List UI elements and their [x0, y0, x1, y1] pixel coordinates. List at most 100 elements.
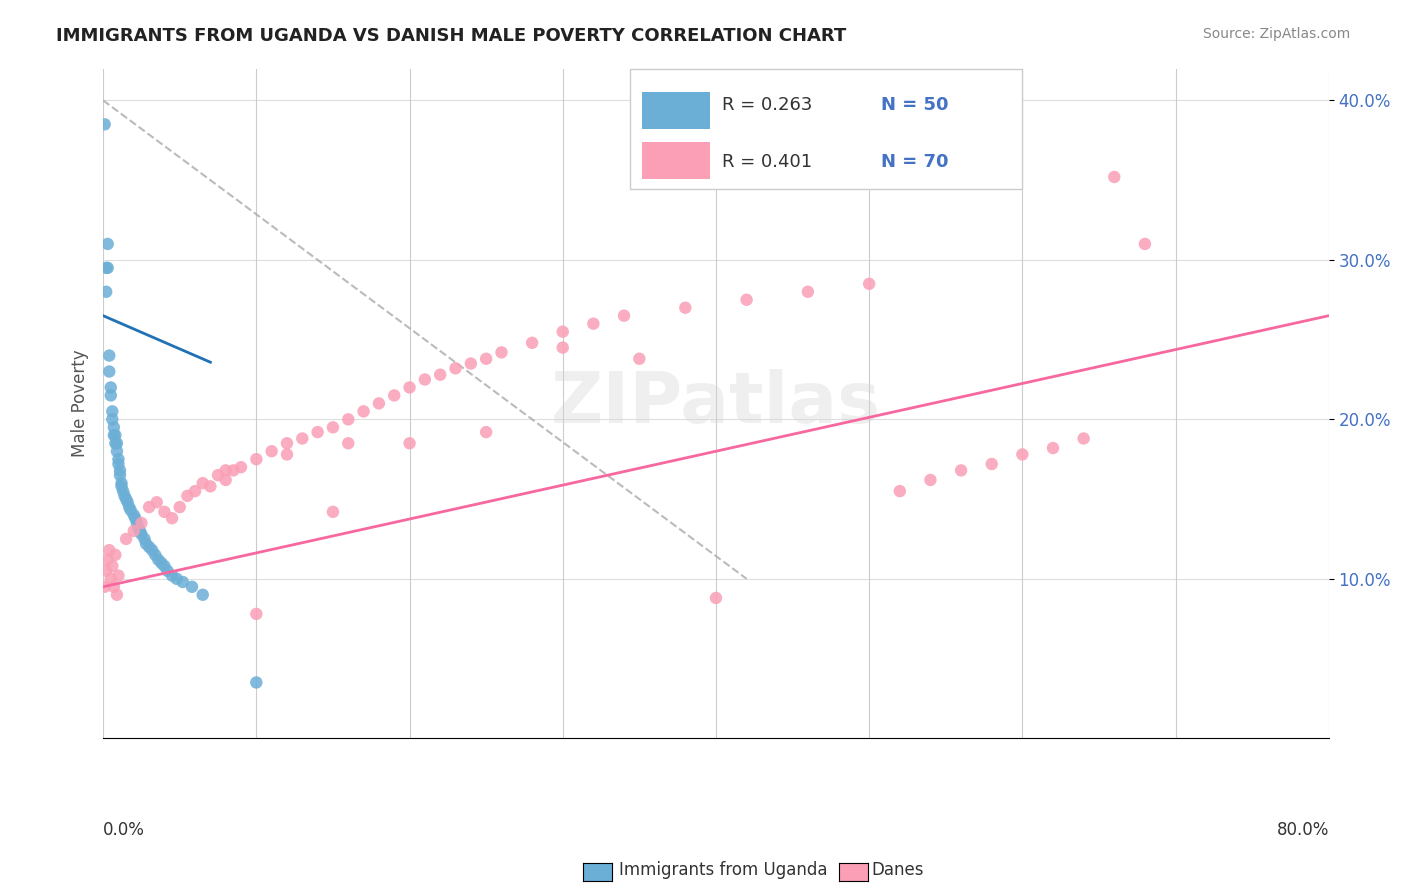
Point: [97, 236, 120, 251]
Point: [96, 564, 118, 578]
Point: [1011, 447, 1033, 461]
Point: [950, 463, 973, 477]
Point: [520, 335, 543, 350]
Point: [153, 505, 176, 519]
Point: [98, 364, 121, 378]
Point: [122, 524, 145, 538]
Point: [93, 117, 115, 131]
Point: [115, 492, 138, 507]
Point: [103, 420, 125, 434]
Point: [858, 277, 880, 291]
Point: [704, 591, 727, 605]
Point: [551, 325, 574, 339]
Text: R = 0.263: R = 0.263: [723, 96, 813, 114]
FancyBboxPatch shape: [643, 92, 710, 128]
Point: [117, 495, 139, 509]
Point: [108, 468, 131, 483]
Y-axis label: Male Poverty: Male Poverty: [72, 350, 89, 458]
Text: Source: ZipAtlas.com: Source: ZipAtlas.com: [1202, 27, 1350, 41]
Point: [245, 675, 267, 690]
Point: [112, 484, 135, 499]
Point: [276, 436, 298, 450]
Point: [207, 468, 229, 483]
Point: [460, 357, 482, 371]
Point: [100, 388, 122, 402]
Point: [110, 476, 132, 491]
Point: [367, 396, 389, 410]
Point: [429, 368, 451, 382]
Point: [735, 293, 758, 307]
Point: [337, 412, 360, 426]
Text: IMMIGRANTS FROM UGANDA VS DANISH MALE POVERTY CORRELATION CHART: IMMIGRANTS FROM UGANDA VS DANISH MALE PO…: [56, 27, 846, 45]
Point: [138, 540, 160, 554]
Point: [107, 452, 129, 467]
Point: [100, 572, 122, 586]
Text: Danes: Danes: [872, 861, 924, 879]
Point: [122, 508, 145, 522]
Point: [107, 568, 129, 582]
Point: [127, 521, 149, 535]
Point: [307, 425, 329, 439]
Point: [131, 527, 153, 541]
FancyBboxPatch shape: [643, 142, 710, 179]
Point: [222, 463, 245, 477]
Text: ZIPatlas: ZIPatlas: [551, 369, 882, 438]
Point: [104, 428, 127, 442]
Text: N = 50: N = 50: [882, 96, 949, 114]
Point: [104, 436, 127, 450]
Point: [153, 559, 176, 574]
Point: [160, 568, 183, 582]
Point: [166, 572, 188, 586]
Point: [93, 580, 115, 594]
Point: [382, 388, 405, 402]
Point: [176, 489, 198, 503]
Point: [103, 580, 125, 594]
Point: [191, 588, 214, 602]
Point: [105, 444, 128, 458]
Point: [245, 452, 267, 467]
Point: [797, 285, 820, 299]
Point: [172, 574, 194, 589]
Text: Immigrants from Uganda: Immigrants from Uganda: [619, 861, 827, 879]
Point: [124, 511, 146, 525]
Point: [413, 372, 436, 386]
Point: [1133, 236, 1156, 251]
Point: [889, 484, 911, 499]
Point: [134, 532, 156, 546]
Point: [491, 345, 513, 359]
Point: [108, 463, 131, 477]
Point: [673, 301, 696, 315]
Point: [1104, 169, 1126, 184]
Point: [135, 537, 157, 551]
Point: [475, 425, 498, 439]
Point: [444, 361, 467, 376]
Point: [104, 548, 127, 562]
Point: [110, 479, 132, 493]
Point: [96, 260, 118, 275]
Point: [200, 479, 222, 493]
Point: [100, 380, 122, 394]
Point: [191, 476, 214, 491]
Point: [1042, 441, 1064, 455]
Point: [103, 428, 125, 442]
Text: R = 0.401: R = 0.401: [723, 153, 813, 171]
Point: [101, 404, 124, 418]
Point: [322, 420, 344, 434]
Point: [337, 436, 360, 450]
Point: [125, 516, 148, 530]
Point: [181, 580, 204, 594]
Point: [97, 552, 120, 566]
Point: [398, 436, 420, 450]
Point: [475, 351, 498, 366]
Point: [105, 588, 128, 602]
Point: [582, 317, 605, 331]
Point: [229, 460, 252, 475]
Point: [628, 351, 651, 366]
Point: [145, 495, 167, 509]
Point: [148, 552, 170, 566]
Point: [353, 404, 375, 418]
Point: [551, 341, 574, 355]
Point: [118, 500, 141, 514]
Point: [98, 349, 121, 363]
Point: [920, 473, 942, 487]
